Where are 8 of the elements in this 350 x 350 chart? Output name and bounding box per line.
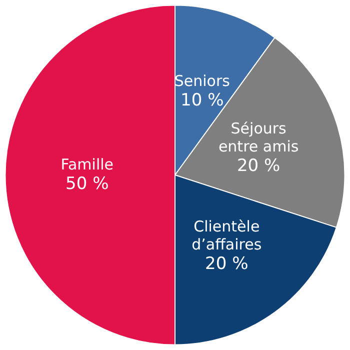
data-label: 20 % [236,156,280,176]
slice-label: Séjours entre amis [218,119,299,156]
data-label: 20 % [205,254,248,274]
data-label: 10 % [180,90,224,110]
data-label: 50 % [66,174,109,194]
slice-label: Clientèle d’affaires [192,218,262,254]
slice-label: Famille [60,156,114,174]
slice-label: Seniors [174,72,230,90]
